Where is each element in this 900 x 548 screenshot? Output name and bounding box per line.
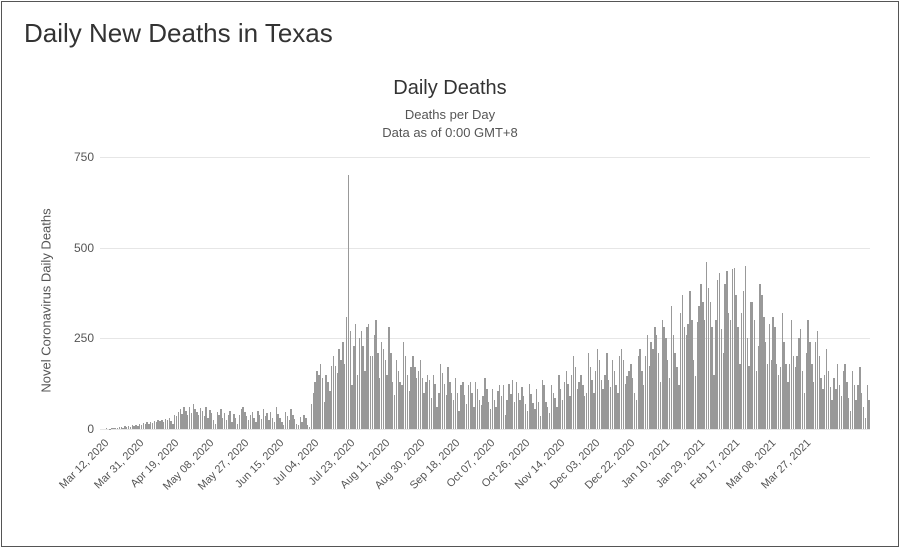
gridline — [100, 157, 870, 158]
y-tick-label: 750 — [62, 150, 94, 164]
chart-title: Daily Deaths — [2, 77, 898, 100]
chart-frame: { "page": { "title": "Daily New Deaths i… — [1, 1, 899, 547]
chart-subtitle-line1: Deaths per Day — [2, 106, 898, 124]
chart-bar — [106, 428, 107, 429]
chart-plot-area: 0250500750Mar 12, 2020Mar 31, 2020Apr 19… — [100, 157, 870, 429]
y-tick-label: 250 — [62, 331, 94, 345]
chart-bar — [868, 400, 869, 429]
gridline — [100, 248, 870, 249]
page-title: Daily New Deaths in Texas — [24, 18, 898, 49]
chart-container: Daily Deaths Deaths per Day Data as of 0… — [2, 77, 898, 141]
chart-subtitle-line2: Data as of 0:00 GMT+8 — [2, 124, 898, 142]
y-tick-label: 500 — [62, 241, 94, 255]
chart-subtitle: Deaths per Day Data as of 0:00 GMT+8 — [2, 106, 898, 141]
y-axis-label: Novel Coronavirus Daily Deaths — [39, 208, 54, 392]
y-tick-label: 0 — [62, 422, 94, 436]
